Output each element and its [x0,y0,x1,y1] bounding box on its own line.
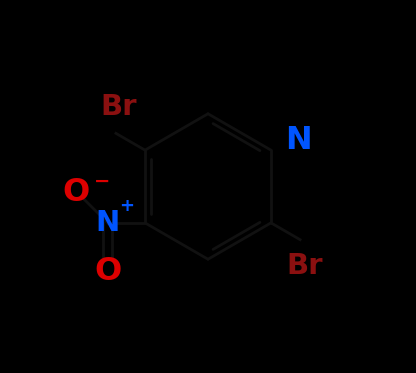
Text: −: − [94,172,110,191]
Text: Br: Br [101,93,137,121]
Text: O: O [94,256,121,287]
Text: N: N [286,125,312,156]
Text: Br: Br [286,252,323,280]
Text: +: + [119,197,134,215]
Text: N: N [96,209,120,237]
Text: O: O [62,177,89,208]
